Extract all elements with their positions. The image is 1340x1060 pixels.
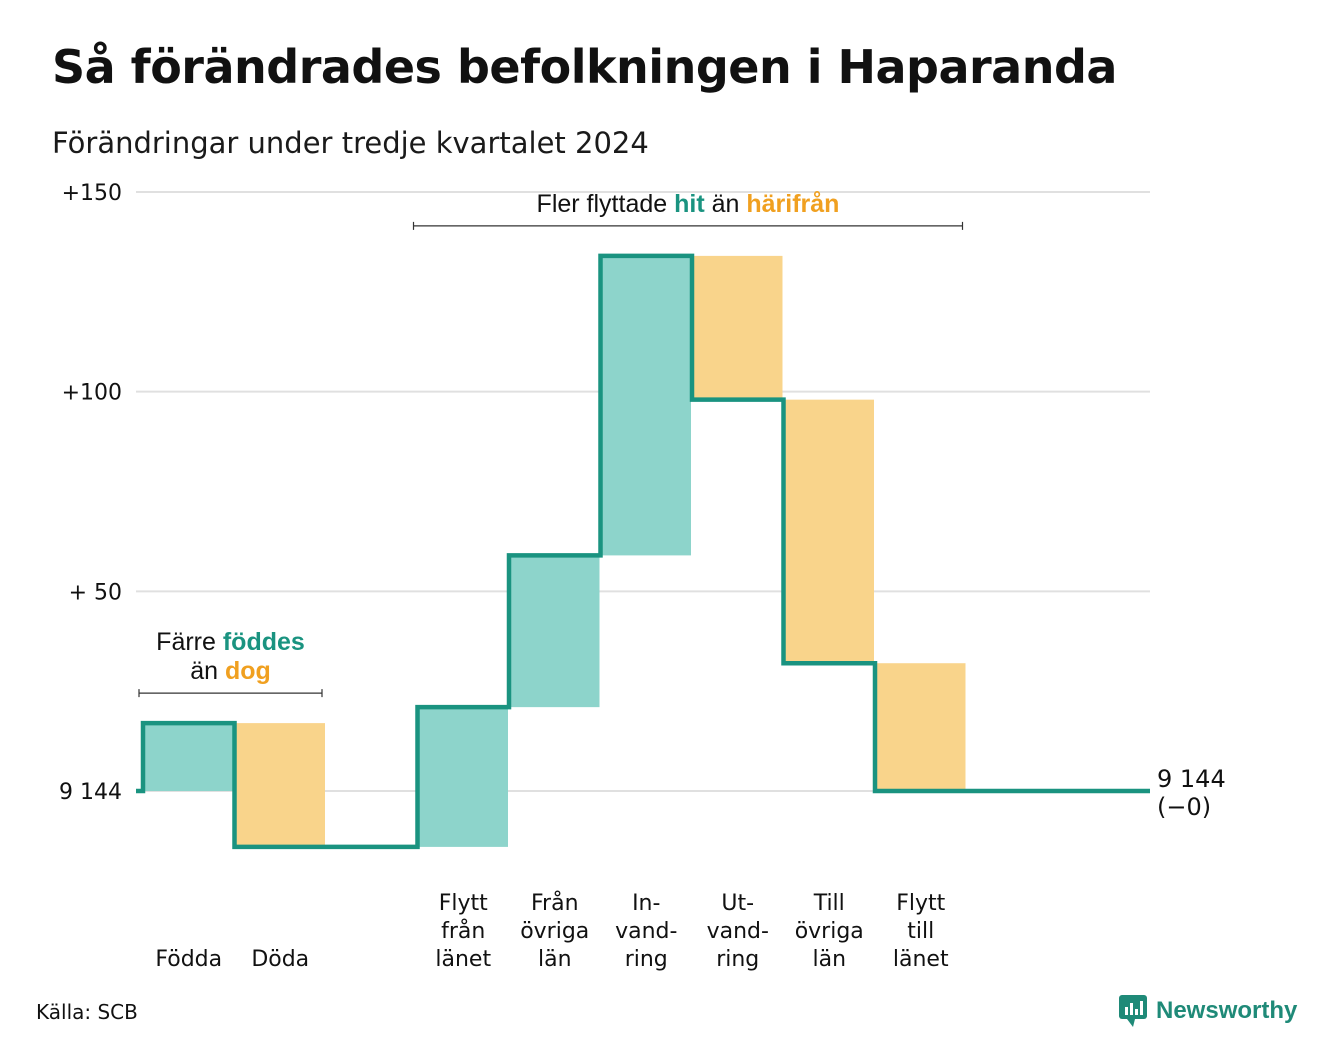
category-label: vand- bbox=[615, 919, 677, 944]
y-tick-label: +100 bbox=[62, 381, 122, 406]
newsworthy-logo-icon bbox=[1119, 995, 1147, 1027]
category-label: övriga bbox=[520, 919, 589, 944]
category-label: Ut- bbox=[721, 891, 754, 916]
chart-subtitle: Förändringar under tredje kvartalet 2024 bbox=[52, 126, 649, 160]
category-label: Till bbox=[813, 891, 845, 916]
category-label: Flytt bbox=[439, 891, 488, 916]
category-label: från bbox=[441, 918, 485, 944]
category-label: län bbox=[538, 947, 572, 972]
annotation-segment: Fler flyttade bbox=[537, 190, 675, 218]
increase-bar bbox=[144, 723, 234, 791]
category-label: Från bbox=[531, 890, 579, 916]
increase-bar bbox=[510, 555, 600, 708]
category-label: länet bbox=[435, 947, 491, 972]
population-step-line bbox=[136, 253, 1150, 850]
y-tick-label: +150 bbox=[62, 181, 122, 206]
category-label: Födda bbox=[155, 947, 222, 972]
decrease-bar bbox=[693, 255, 783, 400]
annotation-segment: hit bbox=[674, 190, 705, 218]
category-label: övriga bbox=[795, 919, 864, 944]
annotation-text: än dog bbox=[190, 657, 271, 685]
category-label: ring bbox=[625, 947, 668, 972]
category-label: till bbox=[907, 919, 934, 944]
y-tick-label: 9 144 bbox=[59, 780, 122, 805]
annotation-segment: än bbox=[190, 657, 225, 685]
category-label: In- bbox=[632, 891, 660, 916]
brand-logo: Newsworthy bbox=[1118, 994, 1297, 1028]
category-label: ring bbox=[716, 947, 759, 972]
annotation-segment: Färre bbox=[156, 628, 223, 656]
category-label: Döda bbox=[251, 947, 309, 972]
decrease-bar bbox=[235, 723, 325, 847]
annotation-text: Färre föddes bbox=[156, 628, 305, 656]
chart-title: Så förändrades befolkningen i Haparanda bbox=[52, 40, 1117, 94]
source-note: Källa: SCB bbox=[36, 1000, 138, 1024]
annotation-segment: dog bbox=[225, 657, 271, 685]
brand-name: Newsworthy bbox=[1156, 997, 1298, 1024]
annotation-segment: härifrån bbox=[746, 190, 839, 218]
end-value-label: 9 144 bbox=[1157, 765, 1226, 793]
category-label: län bbox=[812, 947, 846, 972]
category-label: Flytt bbox=[896, 891, 945, 916]
increase-bar bbox=[601, 255, 691, 556]
annotation-segment: föddes bbox=[223, 628, 305, 656]
annotation-segment: än bbox=[705, 190, 747, 218]
annotation-text: Fler flyttade hit än härifrån bbox=[537, 190, 840, 218]
end-value-label: (−0) bbox=[1157, 793, 1211, 821]
y-tick-label: + 50 bbox=[69, 580, 122, 605]
decrease-bar bbox=[876, 663, 966, 791]
decrease-bar bbox=[784, 399, 874, 664]
category-label: länet bbox=[893, 947, 949, 972]
category-label: vand- bbox=[707, 919, 769, 944]
increase-bar bbox=[418, 707, 508, 847]
